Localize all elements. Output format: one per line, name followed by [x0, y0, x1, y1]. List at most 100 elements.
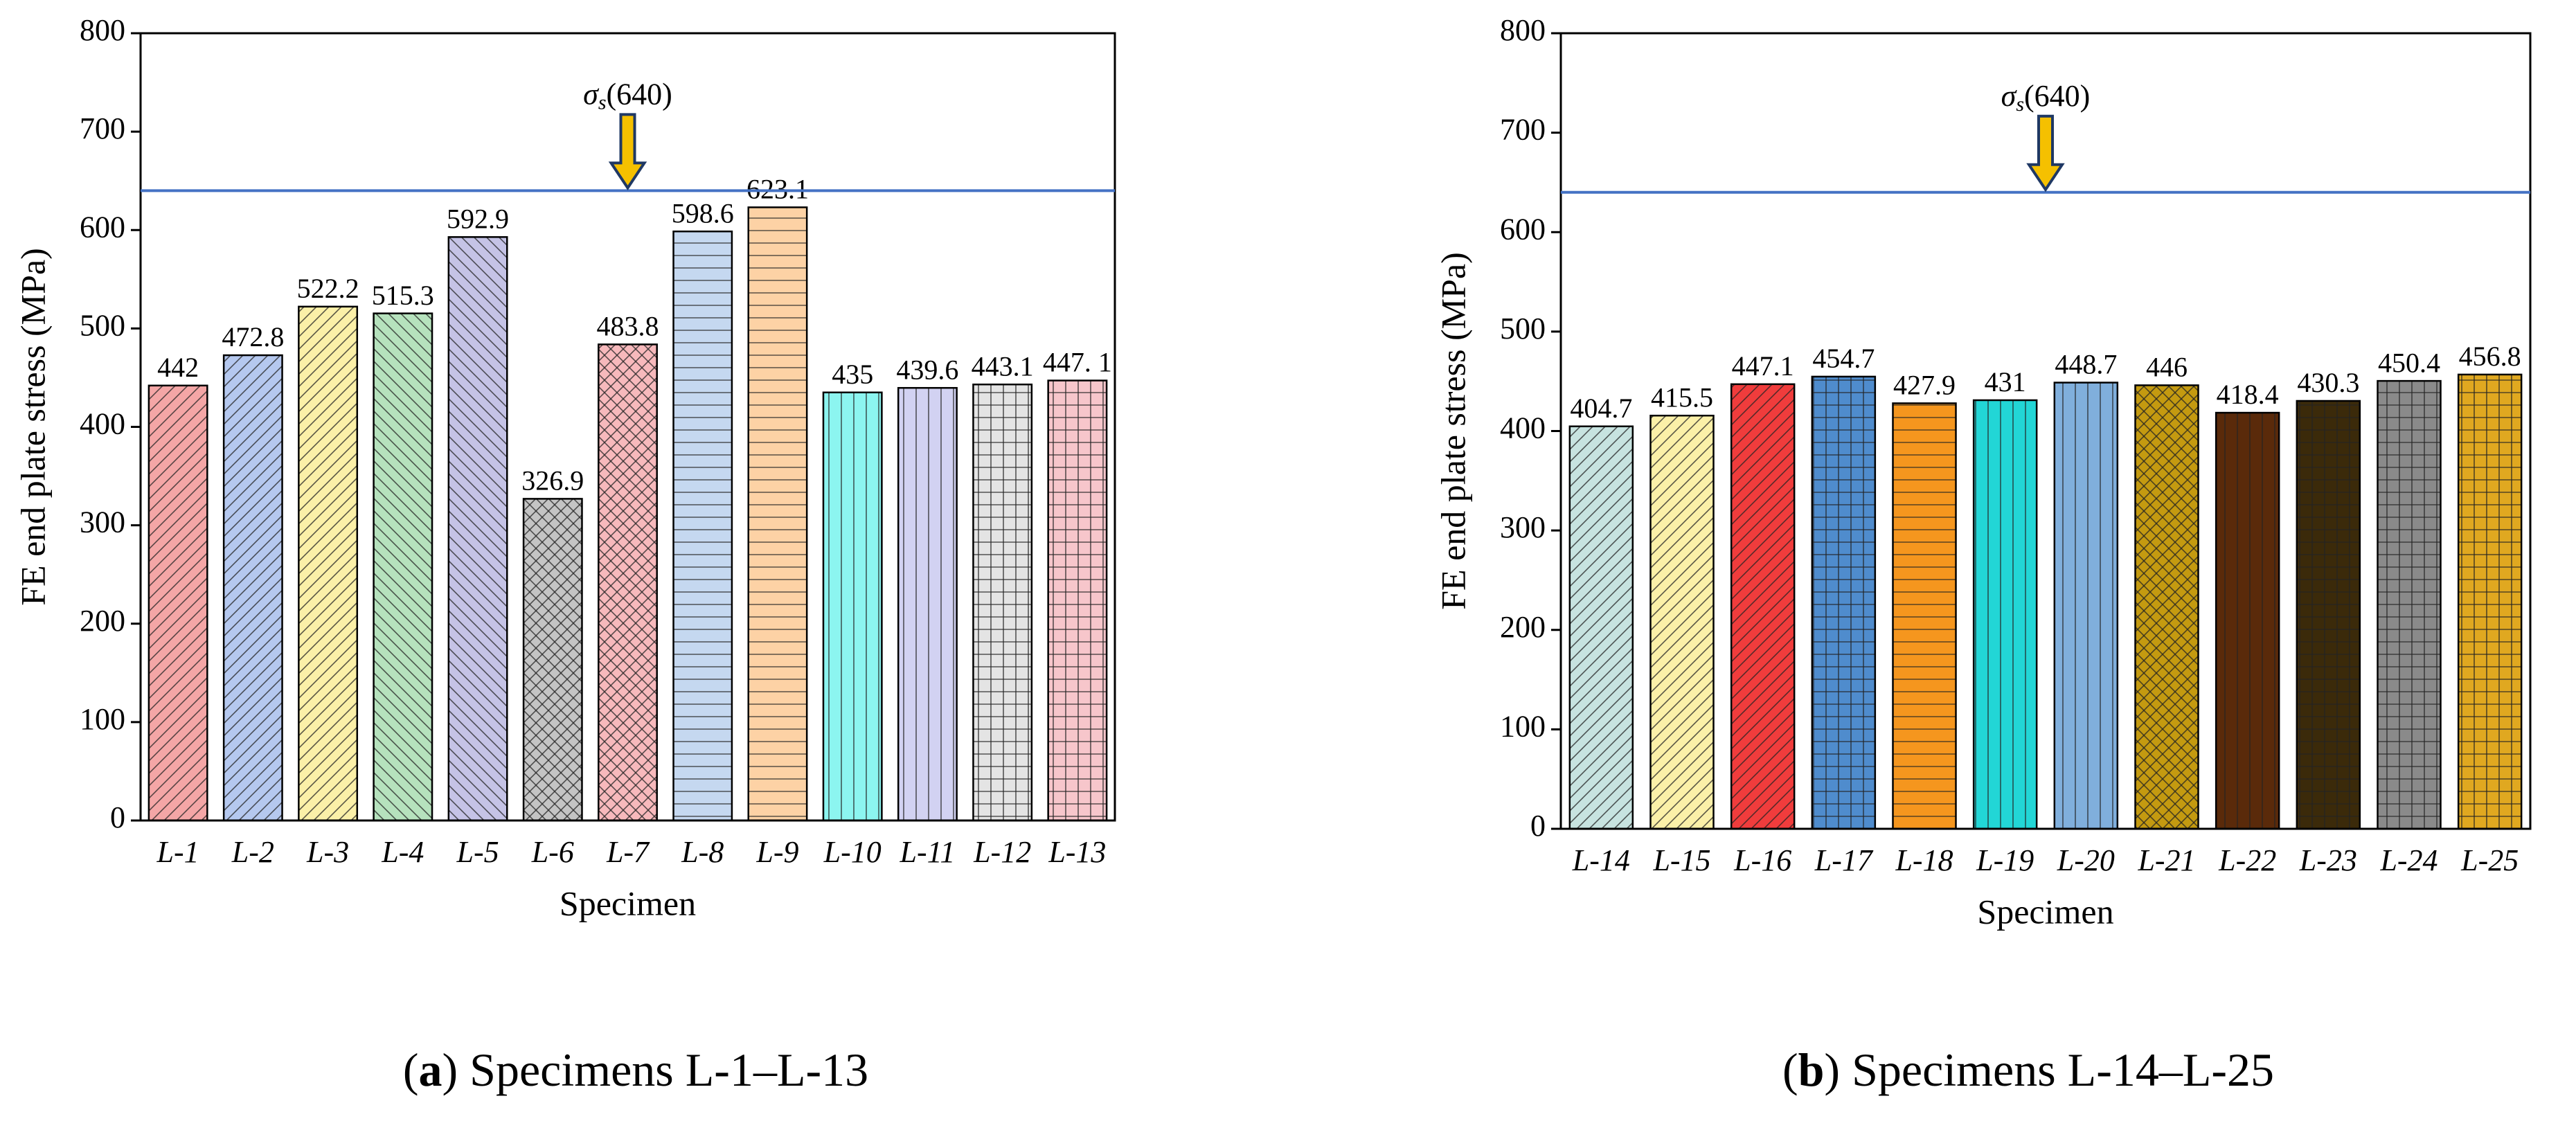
x-tick-label: L-1 [156, 835, 199, 869]
reference-arrow [2026, 114, 2065, 192]
bar [1972, 399, 2038, 830]
bar [747, 206, 808, 822]
value-label: 430.3 [2297, 367, 2359, 398]
reference-subscript: s [598, 91, 607, 114]
bar [598, 343, 658, 822]
bar [1730, 383, 1796, 830]
x-tick-label: L-25 [2460, 843, 2519, 877]
bar [2457, 373, 2523, 830]
y-tick-label: 0 [110, 800, 125, 834]
x-tick-label: L-22 [2218, 843, 2276, 877]
x-tick-label: L-23 [2299, 843, 2357, 877]
y-tick-label: 200 [1500, 610, 1546, 644]
x-tick-label: L-19 [1976, 843, 2034, 877]
x-tick-label: L-3 [306, 835, 349, 869]
y-tick-label: 300 [1500, 510, 1546, 544]
y-tick-label: 700 [1500, 113, 1546, 147]
y-tick-label: 400 [1500, 411, 1546, 445]
bar [897, 386, 958, 822]
y-tick-label: 200 [80, 604, 125, 638]
caption-part: a [419, 1043, 442, 1096]
x-axis-title: Specimen [560, 884, 696, 922]
y-axis-title: FE end plate stress (MPa) [13, 248, 52, 606]
y-tick-label: 100 [1500, 709, 1546, 743]
bar [147, 384, 208, 822]
value-label: 447.1 [1732, 350, 1794, 382]
value-label: 515.3 [372, 280, 434, 311]
bar [222, 354, 283, 822]
x-tick-label: L-15 [1652, 843, 1710, 877]
caption-part: b [1798, 1043, 1825, 1096]
bar [447, 236, 508, 822]
caption-part: ) Specimens L-1–L-13 [442, 1043, 869, 1096]
value-label: 415.5 [1651, 382, 1713, 413]
bar [1811, 375, 1877, 830]
value-label: 404.7 [1570, 393, 1632, 424]
reference-subscript: s [2016, 93, 2024, 116]
caption: (a) Specimens L-1–L-13 [403, 1043, 868, 1096]
y-tick-label: 800 [80, 13, 125, 47]
value-label: 598.6 [672, 197, 734, 228]
value-label: 418.4 [2217, 379, 2279, 410]
x-tick-label: L-8 [681, 835, 724, 869]
bar [1047, 379, 1108, 822]
x-tick-label: L-12 [973, 835, 1031, 869]
value-label: 448.7 [2055, 349, 2117, 380]
y-tick-label: 600 [80, 210, 125, 244]
bar [373, 312, 433, 822]
x-tick-label: L-5 [456, 835, 499, 869]
y-tick-label: 500 [80, 308, 125, 342]
y-tick-label: 400 [80, 407, 125, 441]
x-tick-label: L-6 [531, 835, 574, 869]
x-tick-label: L-2 [231, 835, 274, 869]
x-tick-label: L-13 [1048, 835, 1106, 869]
x-tick-label: L-18 [1895, 843, 1953, 877]
reference-value: (640) [2024, 79, 2090, 113]
x-tick-label: L-16 [1733, 843, 1791, 877]
value-label: 472.8 [222, 321, 284, 352]
x-tick-label: L-7 [606, 835, 650, 869]
reference-value: (640) [607, 77, 672, 111]
reference-arrow [608, 113, 647, 191]
caption: (b) Specimens L-14–L-25 [1782, 1043, 2274, 1096]
reference-symbol: σ [2001, 79, 2018, 113]
x-tick-label: L-14 [1572, 843, 1630, 877]
value-label: 326.9 [521, 465, 584, 496]
reference-label: σs(640) [2001, 79, 2091, 116]
value-label: 483.8 [597, 311, 659, 342]
bar [1568, 425, 1634, 830]
y-tick-label: 800 [1500, 13, 1546, 47]
x-tick-label: L-10 [823, 835, 882, 869]
x-tick-label: L-4 [381, 835, 424, 869]
x-tick-label: L-11 [899, 835, 955, 869]
bar [2053, 382, 2119, 830]
x-tick-label: L-9 [755, 835, 798, 869]
x-tick-label: L-21 [2137, 843, 2195, 877]
value-label: 522.2 [297, 273, 359, 304]
y-tick-label: 100 [80, 702, 125, 736]
x-tick-label: L-24 [2379, 843, 2438, 877]
value-label: 435 [832, 359, 873, 390]
value-label: 442 [157, 352, 199, 383]
bar [672, 230, 733, 822]
bar [2296, 400, 2361, 830]
bar [298, 305, 359, 822]
caption-part: ( [1782, 1043, 1798, 1096]
bar [2215, 411, 2280, 830]
reference-symbol: σ [583, 77, 600, 111]
y-tick-label: 300 [80, 505, 125, 539]
value-label: 443.1 [972, 350, 1034, 382]
caption-part: ( [403, 1043, 419, 1096]
value-label: 447. 1 [1043, 347, 1112, 378]
bar [522, 498, 583, 822]
bar [1649, 414, 1715, 830]
bar [2134, 384, 2199, 830]
value-label: 450.4 [2378, 347, 2440, 378]
bar [972, 383, 1033, 822]
x-tick-label: L-17 [1814, 843, 1874, 877]
value-label: 446 [2146, 352, 2188, 383]
y-axis-title: FE end plate stress (MPa) [1433, 252, 1472, 610]
chart-panel: 442 L-1 472.8 L-2 522.2 L-3 515.3 L-4 592.9 L-5 32… [13, 13, 1116, 1096]
chart-panel: 404.7 L-14 415.5 L-15 447.1 L-16 454.7 L-17 427.… [1433, 13, 2532, 1096]
caption-part: ) Specimens L-14–L-25 [1824, 1043, 2274, 1096]
